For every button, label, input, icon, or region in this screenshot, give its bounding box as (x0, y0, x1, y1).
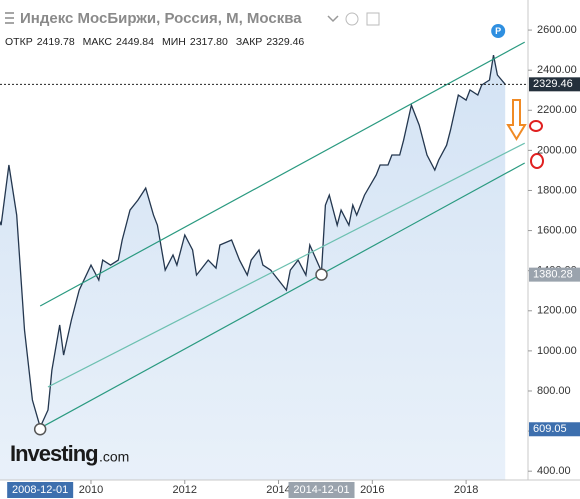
ohlc-key: МИН (162, 36, 186, 48)
circle-annotation (530, 153, 544, 169)
price-label-box (529, 77, 580, 92)
circle-annotation (529, 120, 543, 132)
ohlc-value: 2449.84 (116, 36, 154, 48)
price-label: 609.05 (533, 423, 567, 435)
date-label-box (288, 482, 355, 498)
ohlc-value: 2419.78 (37, 36, 75, 48)
date-label: 2014-12-01 (293, 484, 349, 496)
x-tick-label: 2012 (173, 484, 197, 496)
trend-line (39, 41, 526, 307)
badge (491, 24, 506, 38)
badge-label: P (495, 26, 501, 36)
y-tick-label: 2600.00 (537, 24, 577, 36)
date-label: 2008-12-01 (12, 484, 68, 496)
ohlc-key: МАКС (83, 36, 113, 48)
y-tick-label: 2200.00 (537, 104, 577, 116)
y-tick-label: 2000.00 (537, 144, 577, 156)
dropdown-icon[interactable] (327, 15, 339, 23)
arrow-annotation (506, 99, 527, 141)
settings-icon[interactable] (345, 12, 359, 26)
logo: Investing (10, 441, 98, 466)
ohlc-row: ОТКР 2419.78 МАКС 2449.84 МИН 2317.80 ЗАКР 2329… (5, 36, 304, 48)
x-tick-label: 2018 (454, 484, 478, 496)
price-label-box (529, 267, 580, 282)
ohlc-value: 2317.80 (190, 36, 228, 48)
title-icon (5, 12, 14, 24)
plot-area (0, 41, 526, 480)
area (0, 55, 506, 480)
x-tick-label: 2014 (266, 484, 290, 496)
y-tick-label: 1800.00 (537, 184, 577, 196)
x-tick-label: 2016 (360, 484, 384, 496)
price-label: 1380.28 (533, 269, 573, 281)
logo-suffix: .com (99, 449, 129, 465)
ohlc-value: 2329.46 (266, 36, 304, 48)
y-tick-label: 1000.00 (537, 345, 577, 357)
y-tick-label: 1600.00 (537, 224, 577, 236)
close-icon[interactable] (366, 12, 380, 26)
y-tick-label: 800.00 (537, 385, 571, 397)
x-tick-label: 2010 (79, 484, 103, 496)
trend-line (39, 162, 526, 429)
date-label-box (7, 482, 74, 498)
price-label-box (529, 422, 580, 437)
trend-line (47, 142, 525, 388)
ohlc-key: ЗАКР (236, 36, 262, 48)
y-tick-label: 400.00 (537, 465, 571, 477)
price-label: 2329.46 (533, 78, 573, 90)
y-tick-label: 1200.00 (537, 305, 577, 317)
chart-title: Индекс МосБиржи, Россия, М, Москва (20, 10, 302, 27)
line (0, 54, 506, 429)
y-tick-label: 2400.00 (537, 64, 577, 76)
ohlc-key: ОТКР (5, 36, 33, 48)
marker (33, 423, 47, 436)
marker (315, 268, 328, 281)
